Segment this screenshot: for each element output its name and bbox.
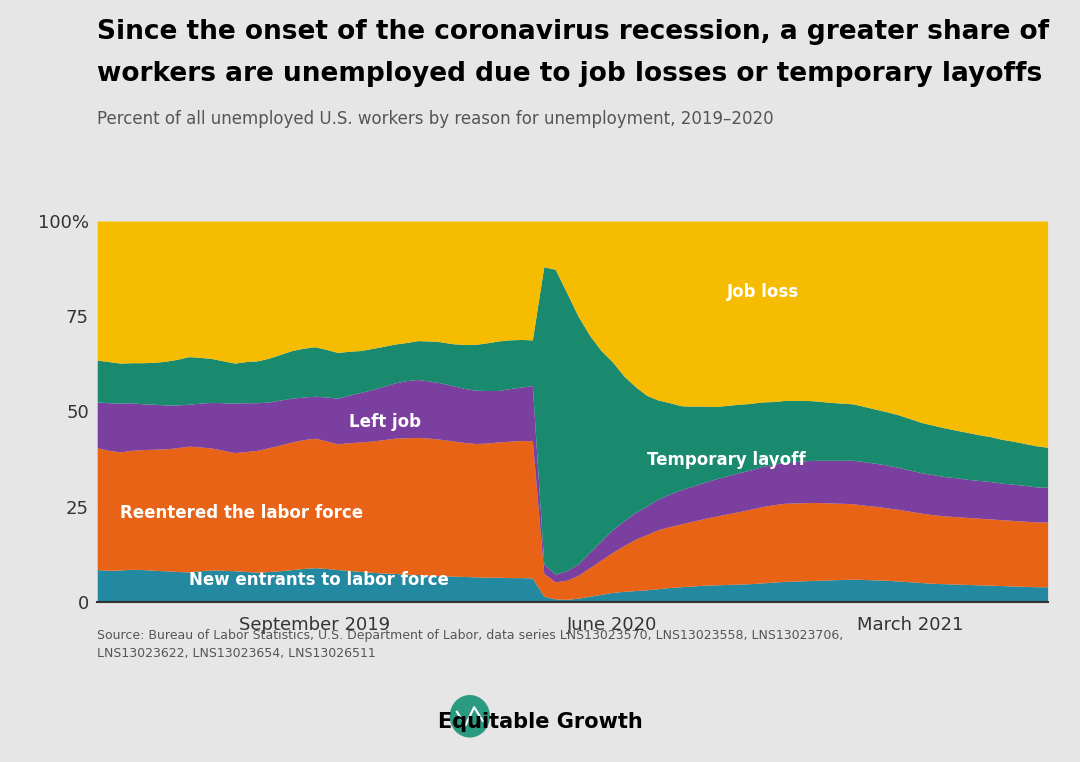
Text: Temporary layoff: Temporary layoff (647, 451, 806, 469)
Text: Job loss: Job loss (727, 283, 799, 301)
Text: Left job: Left job (349, 413, 421, 431)
Text: Since the onset of the coronavirus recession, a greater share of: Since the onset of the coronavirus reces… (97, 19, 1050, 45)
Text: workers are unemployed due to job losses or temporary layoffs: workers are unemployed due to job losses… (97, 61, 1042, 87)
Text: Equitable Growth: Equitable Growth (437, 712, 643, 732)
Circle shape (450, 696, 489, 737)
Text: New entrants to labor force: New entrants to labor force (189, 571, 448, 589)
Text: Percent of all unemployed U.S. workers by reason for unemployment, 2019–2020: Percent of all unemployed U.S. workers b… (97, 110, 774, 129)
Text: Source: Bureau of Labor Statistics, U.S. Department of Labor, data series LNS130: Source: Bureau of Labor Statistics, U.S.… (97, 629, 843, 660)
Text: Reentered the labor force: Reentered the labor force (120, 504, 363, 522)
